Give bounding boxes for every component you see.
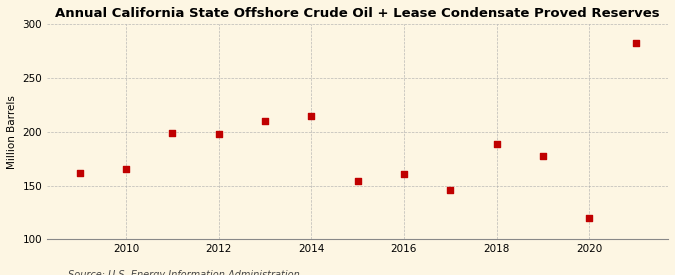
Text: Source: U.S. Energy Information Administration: Source: U.S. Energy Information Administ… bbox=[68, 271, 299, 275]
Point bbox=[352, 179, 363, 183]
Point bbox=[398, 172, 409, 176]
Y-axis label: Million Barrels: Million Barrels bbox=[7, 95, 17, 169]
Point bbox=[630, 41, 641, 45]
Point bbox=[491, 141, 502, 146]
Point bbox=[213, 132, 224, 136]
Point bbox=[445, 188, 456, 192]
Point bbox=[74, 170, 85, 175]
Point bbox=[584, 216, 595, 220]
Title: Annual California State Offshore Crude Oil + Lease Condensate Proved Reserves: Annual California State Offshore Crude O… bbox=[55, 7, 660, 20]
Point bbox=[259, 119, 270, 123]
Point bbox=[306, 113, 317, 118]
Point bbox=[121, 167, 132, 172]
Point bbox=[167, 131, 178, 135]
Point bbox=[537, 154, 548, 159]
